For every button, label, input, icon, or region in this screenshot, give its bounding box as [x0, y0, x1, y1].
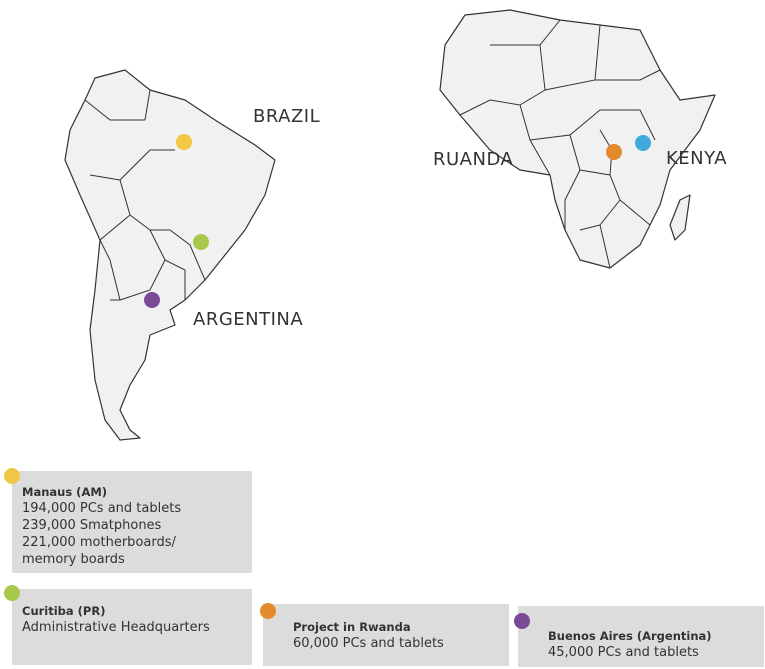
country-label: BRAZIL	[253, 106, 321, 127]
country-label: RUANDA	[433, 149, 514, 170]
location-detail: 60,000 PCs and tablets	[293, 636, 444, 651]
madagascar	[669, 194, 691, 241]
location-title: Project in Rwanda	[293, 620, 411, 634]
country-label: KENYA	[666, 148, 728, 169]
map-marker	[176, 134, 192, 150]
info-box: Buenos Aires (Argentina) 45,000 PCs and t…	[518, 606, 764, 667]
map-marker	[635, 135, 651, 151]
sa-borders	[84, 89, 206, 301]
location-detail: 239,000 Smatphones	[22, 518, 162, 533]
map-marker	[193, 234, 209, 250]
info-box: Manaus (AM) 194,000 PCs and tablets 239,00…	[12, 471, 252, 573]
map-marker	[144, 292, 160, 308]
location-detail: memory boards	[22, 552, 125, 567]
country-label: ARGENTINA	[193, 309, 304, 330]
south-america	[64, 69, 276, 441]
location-marker	[4, 468, 20, 484]
location-detail: 221,000 motherboards/	[22, 535, 176, 550]
location-marker	[260, 603, 276, 619]
location-marker	[4, 585, 20, 601]
info-box: Project in Rwanda 60,000 PCs and tablets	[263, 604, 509, 666]
location-marker	[514, 613, 530, 629]
location-title: Curitiba (PR)	[22, 604, 106, 618]
location-detail: Administrative Headquarters	[22, 620, 210, 635]
location-detail: 45,000 PCs and tablets	[548, 645, 699, 660]
location-detail: 194,000 PCs and tablets	[22, 501, 182, 516]
africa	[439, 9, 716, 269]
map-marker	[606, 144, 622, 160]
location-title: Buenos Aires (Argentina)	[548, 629, 712, 643]
location-title: Manaus (AM)	[22, 485, 108, 499]
info-box: Curitiba (PR) Administrative Headquarters	[12, 589, 252, 665]
